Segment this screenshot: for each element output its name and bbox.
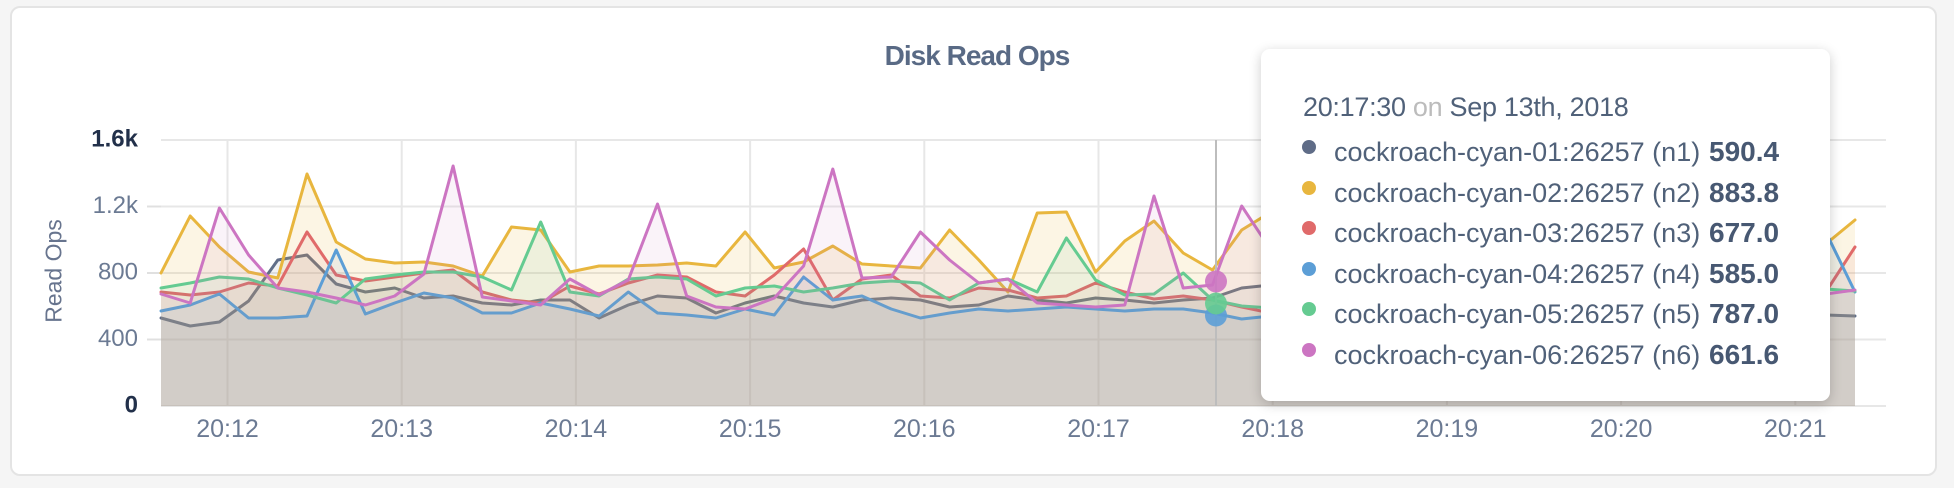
svg-text:20:17: 20:17 (1067, 415, 1130, 443)
svg-text:20:18: 20:18 (1241, 415, 1304, 443)
svg-text:20:20: 20:20 (1590, 415, 1653, 443)
svg-text:20:13: 20:13 (370, 415, 433, 443)
svg-text:20:16: 20:16 (893, 415, 956, 443)
svg-text:800: 800 (98, 259, 138, 286)
svg-text:1.6k: 1.6k (91, 126, 138, 153)
svg-text:20:14: 20:14 (545, 415, 608, 443)
svg-text:20:21: 20:21 (1764, 415, 1827, 443)
svg-text:1.2k: 1.2k (93, 192, 139, 219)
svg-text:20:19: 20:19 (1416, 415, 1479, 443)
svg-text:400: 400 (98, 325, 138, 352)
svg-text:0: 0 (125, 392, 138, 419)
svg-text:20:12: 20:12 (196, 415, 259, 443)
svg-text:20:15: 20:15 (719, 415, 782, 443)
